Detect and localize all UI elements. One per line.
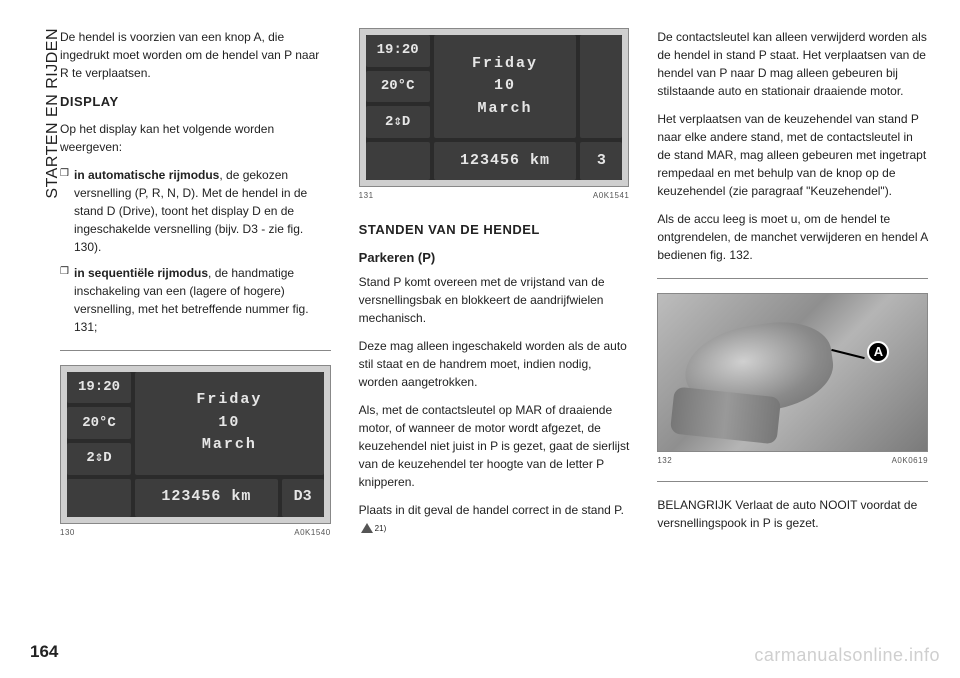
lcd-blank bbox=[366, 142, 430, 180]
text-span: Plaats in dit geval de handel correct in… bbox=[359, 503, 624, 517]
lcd-blank bbox=[67, 479, 131, 517]
lcd-temp: 20°C bbox=[67, 407, 131, 439]
divider bbox=[60, 350, 331, 351]
body-text: Als, met de contactsleutel op MAR of dra… bbox=[359, 401, 630, 491]
display-intro: Op het display kan het volgende worden w… bbox=[60, 120, 331, 156]
body-text: Stand P komt overeen met de vrijstand va… bbox=[359, 273, 630, 327]
lcd-side-blank bbox=[580, 35, 622, 138]
lcd-center: Friday 10 March bbox=[434, 35, 577, 138]
figure-132: A 132 A0K0619 bbox=[657, 293, 928, 467]
lcd-temp: 20°C bbox=[366, 71, 430, 103]
figure-code: A0K1540 bbox=[294, 527, 330, 539]
figure-number: 130 bbox=[60, 527, 75, 539]
lcd-date: 10 bbox=[218, 412, 240, 435]
lcd-month: March bbox=[478, 98, 533, 121]
lcd-month: March bbox=[202, 434, 257, 457]
lcd-gear: 3 bbox=[580, 142, 622, 180]
lcd-odometer: 123456 km bbox=[135, 479, 278, 517]
lcd-day: Friday bbox=[196, 389, 262, 412]
bullet-bold: in automatische rijmodus bbox=[74, 168, 219, 182]
body-text: Het verplaatsen van de keuzehendel van s… bbox=[657, 110, 928, 200]
parking-subheading: Parkeren (P) bbox=[359, 248, 630, 268]
body-text: Als de accu leeg is moet u, om de hendel… bbox=[657, 210, 928, 264]
display-modes-list: in automatische rijmodus, de gekozen ver… bbox=[60, 166, 331, 336]
figure-caption: 130 A0K1540 bbox=[60, 527, 331, 539]
column-3: De contactsleutel kan alleen verwijderd … bbox=[657, 28, 928, 638]
figure-number: 131 bbox=[359, 190, 374, 202]
figure-number: 132 bbox=[657, 455, 672, 467]
callout-marker-a: A bbox=[867, 341, 889, 363]
figure-131: 19:20 Friday 10 March 20°C 2⇕D 123456 km… bbox=[359, 28, 630, 202]
display-heading: DISPLAY bbox=[60, 92, 331, 112]
lcd-mode: 2⇕D bbox=[366, 106, 430, 138]
warning-ref: 21) bbox=[375, 524, 387, 533]
lcd-odometer: 123456 km bbox=[434, 142, 577, 180]
lcd-display-130: 19:20 Friday 10 March 20°C 2⇕D 123456 km… bbox=[60, 365, 331, 524]
page-content: De hendel is voorzien van een knop A, di… bbox=[60, 28, 928, 638]
lcd-day: Friday bbox=[472, 53, 538, 76]
body-text: Plaats in dit geval de handel correct in… bbox=[359, 501, 630, 537]
figure-code: A0K1541 bbox=[593, 190, 629, 202]
lcd-gear: D3 bbox=[282, 479, 324, 517]
column-2: 19:20 Friday 10 March 20°C 2⇕D 123456 km… bbox=[359, 28, 630, 638]
figure-130: 19:20 Friday 10 March 20°C 2⇕D 123456 km… bbox=[60, 365, 331, 539]
intro-text: De hendel is voorzien van een knop A, di… bbox=[60, 28, 331, 82]
important-note: BELANGRIJK Verlaat de auto NOOIT voordat… bbox=[657, 496, 928, 532]
figure-caption: 131 A0K1541 bbox=[359, 190, 630, 202]
lcd-display-131: 19:20 Friday 10 March 20°C 2⇕D 123456 km… bbox=[359, 28, 630, 187]
bullet-bold: in sequentiële rijmodus bbox=[74, 266, 208, 280]
divider bbox=[657, 278, 928, 279]
lever-positions-heading: STANDEN VAN DE HENDEL bbox=[359, 220, 630, 240]
divider bbox=[657, 481, 928, 482]
lcd-date: 10 bbox=[494, 75, 516, 98]
list-item: in automatische rijmodus, de gekozen ver… bbox=[60, 166, 331, 256]
lcd-center: Friday 10 March bbox=[135, 372, 324, 475]
lcd-mode: 2⇕D bbox=[67, 443, 131, 475]
watermark: carmanualsonline.info bbox=[754, 645, 940, 666]
column-1: De hendel is voorzien van een knop A, di… bbox=[60, 28, 331, 638]
body-text: De contactsleutel kan alleen verwijderd … bbox=[657, 28, 928, 100]
list-item: in sequentiële rijmodus, de handmatige i… bbox=[60, 264, 331, 336]
figure-code: A0K0619 bbox=[892, 455, 928, 467]
lcd-time: 19:20 bbox=[67, 372, 131, 404]
warning-icon bbox=[361, 523, 373, 533]
engine-photo: A bbox=[657, 293, 928, 452]
figure-caption: 132 A0K0619 bbox=[657, 455, 928, 467]
page-number: 164 bbox=[30, 642, 58, 662]
body-text: Deze mag alleen ingeschakeld worden als … bbox=[359, 337, 630, 391]
lcd-time: 19:20 bbox=[366, 35, 430, 67]
